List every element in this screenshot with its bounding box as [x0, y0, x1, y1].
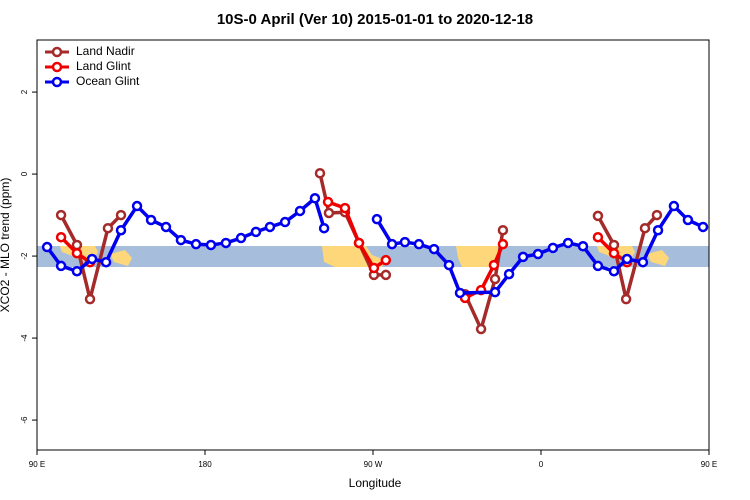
- point: [592, 210, 604, 222]
- point: [380, 254, 392, 266]
- point: [517, 251, 529, 263]
- point: [41, 241, 53, 253]
- point: [668, 200, 680, 212]
- point: [131, 200, 143, 212]
- point: [115, 209, 127, 221]
- x-axis-label: Longitude: [349, 476, 402, 490]
- point: [71, 265, 83, 277]
- point: [532, 248, 544, 260]
- point: [592, 260, 604, 272]
- x-tick-label: 0: [539, 460, 544, 469]
- point: [235, 232, 247, 244]
- point: [637, 256, 649, 268]
- x-tick-label: 180: [198, 460, 212, 469]
- point: [309, 193, 321, 204]
- point: [371, 213, 383, 225]
- point: [175, 234, 187, 246]
- point: [620, 293, 632, 305]
- legend-label: Ocean Glint: [76, 74, 140, 88]
- legend-label: Land Glint: [76, 59, 131, 73]
- chart-title: 10S-0 April (Ver 10) 2015-01-01 to 2020-…: [217, 11, 533, 28]
- point: [71, 239, 83, 251]
- point: [639, 222, 651, 234]
- point: [250, 226, 262, 238]
- point: [608, 239, 620, 251]
- point: [697, 221, 709, 233]
- point: [322, 196, 334, 208]
- point: [562, 237, 574, 249]
- y-tick-label: -2: [20, 252, 29, 260]
- point: [651, 209, 663, 221]
- point: [264, 221, 276, 233]
- point: [592, 231, 604, 243]
- point: [190, 238, 202, 250]
- point: [205, 239, 217, 251]
- point: [503, 268, 515, 280]
- point: [682, 214, 694, 226]
- point: [160, 221, 172, 233]
- point: [621, 253, 633, 265]
- point: [84, 293, 96, 305]
- point: [318, 222, 330, 234]
- point: [497, 224, 509, 236]
- y-tick-label: 0: [20, 171, 29, 176]
- point: [475, 323, 487, 335]
- point: [323, 207, 335, 219]
- point: [339, 202, 351, 214]
- point: [55, 209, 67, 221]
- point: [497, 238, 509, 250]
- point: [55, 260, 67, 272]
- point: [86, 253, 98, 265]
- legend-marker: [51, 61, 63, 73]
- point: [279, 216, 291, 228]
- point: [547, 242, 559, 254]
- point: [71, 247, 83, 259]
- point: [55, 231, 67, 243]
- point: [102, 222, 114, 234]
- series: [41, 193, 709, 299]
- point: [115, 224, 127, 236]
- point: [145, 214, 157, 226]
- x-tick-label: 90 E: [29, 460, 45, 469]
- point: [489, 286, 501, 298]
- y-tick-label: -6: [20, 416, 29, 424]
- legend-marker: [51, 46, 63, 58]
- point: [489, 273, 501, 285]
- point: [652, 224, 664, 236]
- point: [413, 238, 425, 250]
- point: [353, 237, 365, 249]
- point: [314, 168, 326, 179]
- point: [100, 256, 112, 268]
- legend-label: Land Nadir: [76, 44, 135, 58]
- point: [443, 259, 455, 271]
- point: [428, 243, 440, 255]
- x-tick-label: 90 E: [701, 460, 717, 469]
- legend-marker: [51, 76, 63, 88]
- point: [386, 238, 398, 250]
- point: [380, 269, 392, 281]
- point: [608, 247, 620, 259]
- y-axis-label: XCO2 - MLO trend (ppm): [0, 178, 12, 313]
- point: [454, 287, 466, 299]
- point: [608, 265, 620, 277]
- y-tick-label: 2: [20, 89, 29, 94]
- point: [368, 262, 380, 274]
- point: [294, 205, 306, 217]
- point: [220, 237, 232, 249]
- point: [577, 240, 589, 252]
- point: [488, 259, 500, 271]
- y-tick-label: -4: [20, 334, 29, 342]
- series: [55, 196, 633, 304]
- point: [399, 236, 411, 248]
- x-tick-label: 90 W: [364, 460, 383, 469]
